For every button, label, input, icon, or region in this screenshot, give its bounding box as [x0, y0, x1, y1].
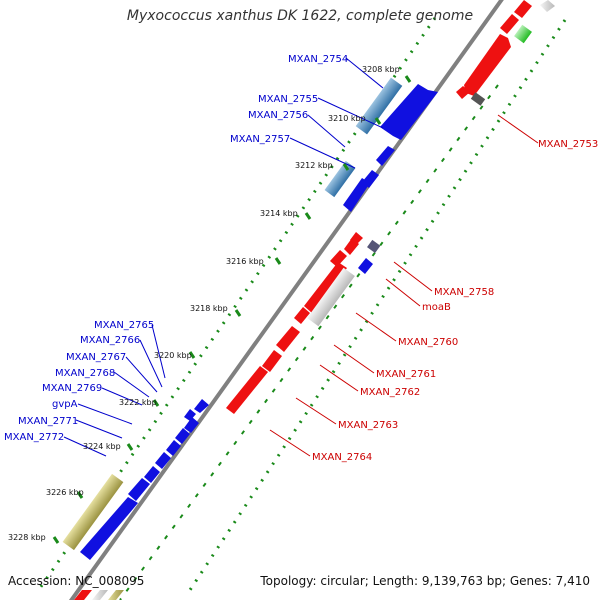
genome-backbone [68, 0, 504, 600]
gene-MXAN_2758-gray[interactable] [367, 239, 381, 253]
tick-label: 3220 kbp [154, 351, 192, 360]
gene-gvpA[interactable] [144, 466, 160, 483]
gene-bottom-olive[interactable] [108, 590, 124, 600]
gene-label-MXAN_2756[interactable]: MXAN_2756 [248, 110, 308, 121]
gene-MXAN_2754[interactable] [380, 84, 438, 140]
gene-label-MXAN_2762[interactable]: MXAN_2762 [360, 387, 420, 398]
tick-label: 3210 kbp [328, 114, 366, 123]
gene-top-red[interactable] [514, 0, 532, 18]
gene-top-green[interactable] [514, 24, 532, 44]
gene-moaB[interactable] [358, 258, 373, 274]
gene-top-gray[interactable] [540, 0, 555, 12]
gene-label-MXAN_2761[interactable]: MXAN_2761 [376, 369, 436, 380]
gene-olive-block[interactable] [62, 473, 124, 551]
gc-track-right [188, 19, 567, 591]
gene-MXAN_2755[interactable] [355, 77, 403, 135]
gene-MXAN_2763[interactable] [262, 350, 282, 372]
tick-label: 3216 kbp [226, 257, 264, 266]
tick-label: 3228 kbp [8, 533, 46, 542]
gene-label-MXAN_2760[interactable]: MXAN_2760 [398, 337, 458, 348]
gene-MXAN_2767[interactable] [175, 428, 190, 444]
gene-MXAN_2760-gray[interactable] [307, 267, 355, 327]
gene-label-MXAN_2769[interactable]: MXAN_2769 [42, 383, 102, 394]
gene-MXAN_2757[interactable] [343, 178, 370, 212]
gene-MXAN_2753[interactable] [464, 34, 511, 96]
gene-dark-small[interactable] [470, 92, 486, 106]
gene-label-MXAN_2757[interactable]: MXAN_2757 [230, 134, 290, 145]
accession-text: Accession: NC_008095 [8, 574, 145, 588]
gene-label-MXAN_2768[interactable]: MXAN_2768 [55, 368, 115, 379]
gene-label-MXAN_2764[interactable]: MXAN_2764 [312, 452, 372, 463]
left-leader-lines [63, 57, 384, 457]
tick-label: 3222 kbp [119, 398, 157, 407]
gene-MXAN_2766[interactable] [184, 417, 199, 433]
gene-MXAN_2769[interactable] [155, 452, 171, 469]
tick-label: 3208 kbp [362, 65, 400, 74]
gene-red-small-2753b[interactable] [456, 86, 470, 99]
gene-label-MXAN_2765[interactable]: MXAN_2765 [94, 320, 154, 331]
map-title: Myxococcus xanthus DK 1622, complete gen… [126, 8, 474, 24]
gene-MXAN_2772[interactable] [80, 497, 138, 560]
gene-MXAN_2760[interactable] [304, 262, 347, 313]
tick-label: 3212 kbp [295, 161, 333, 170]
gene-label-MXAN_2753[interactable]: MXAN_2753 [538, 139, 598, 150]
gene-label-gvpA[interactable]: gvpA [52, 399, 78, 410]
gene-red-b[interactable] [350, 232, 363, 245]
gene-top-red-2[interactable] [500, 14, 519, 34]
gene-MXAN_2761[interactable] [294, 307, 310, 324]
gene-red-a[interactable] [330, 250, 347, 267]
gene-label-MXAN_2772[interactable]: MXAN_2772 [4, 432, 64, 443]
gene-MXAN_2756b[interactable] [362, 170, 379, 188]
gene-MXAN_2765[interactable] [194, 399, 209, 413]
gene-label-MXAN_2766[interactable]: MXAN_2766 [80, 335, 140, 346]
gene-label-moaB[interactable]: moaB [422, 302, 451, 313]
gene-small-blue-a[interactable] [184, 409, 196, 421]
tick-label: 3214 kbp [260, 209, 298, 218]
topology-text: Topology: circular; Length: 9,139,763 bp… [260, 574, 590, 588]
tick-label: 3218 kbp [190, 304, 228, 313]
tick-label: 3226 kbp [46, 488, 84, 497]
gene-label-MXAN_2755[interactable]: MXAN_2755 [258, 94, 318, 105]
gene-label-MXAN_2758[interactable]: MXAN_2758 [434, 287, 494, 298]
gene-label-MXAN_2767[interactable]: MXAN_2767 [66, 352, 126, 363]
gene-bottom-gray[interactable] [92, 590, 108, 600]
gene-MXAN_2764[interactable] [226, 366, 268, 414]
gene-MXAN_2756[interactable] [376, 146, 395, 166]
tick-label: 3224 kbp [83, 442, 121, 451]
gene-MXAN_2762[interactable] [276, 326, 300, 352]
gene-label-MXAN_2754[interactable]: MXAN_2754 [288, 54, 348, 65]
gene-MXAN_2768[interactable] [166, 440, 181, 456]
kbp-tick-marks [52, 75, 412, 544]
gene-MXAN_2771[interactable] [128, 478, 150, 501]
gc-track-right-2 [119, 84, 499, 600]
gene-label-MXAN_2763[interactable]: MXAN_2763 [338, 420, 398, 431]
right-leader-lines [269, 114, 539, 457]
gene-bottom-red[interactable] [74, 590, 92, 600]
gene-label-MXAN_2771[interactable]: MXAN_2771 [18, 416, 78, 427]
